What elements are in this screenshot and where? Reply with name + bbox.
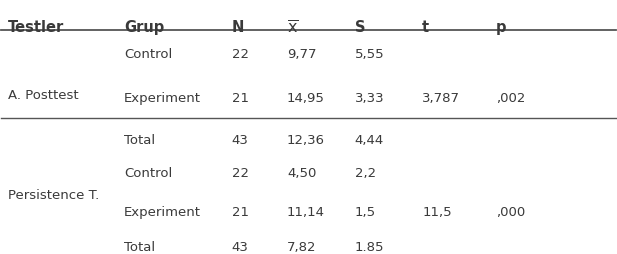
Text: ,000: ,000 bbox=[496, 205, 525, 218]
Text: 3,33: 3,33 bbox=[355, 92, 384, 105]
Text: Total: Total bbox=[124, 134, 155, 147]
Text: 22: 22 bbox=[232, 48, 249, 61]
Text: Control: Control bbox=[124, 48, 173, 61]
Text: 1.85: 1.85 bbox=[355, 241, 384, 253]
Text: Experiment: Experiment bbox=[124, 92, 201, 105]
Text: Persistence T.: Persistence T. bbox=[7, 188, 99, 201]
Text: 21: 21 bbox=[232, 205, 249, 218]
Text: 12,36: 12,36 bbox=[287, 134, 325, 147]
Text: 1,5: 1,5 bbox=[355, 205, 376, 218]
Text: 4,50: 4,50 bbox=[287, 167, 317, 180]
Text: 5,55: 5,55 bbox=[355, 48, 384, 61]
Text: 9,77: 9,77 bbox=[287, 48, 317, 61]
Text: N: N bbox=[232, 20, 244, 35]
Text: 3,787: 3,787 bbox=[422, 92, 460, 105]
Text: 21: 21 bbox=[232, 92, 249, 105]
Text: 11,14: 11,14 bbox=[287, 205, 325, 218]
Text: ,002: ,002 bbox=[496, 92, 525, 105]
Text: 2,2: 2,2 bbox=[355, 167, 376, 180]
Text: Total: Total bbox=[124, 241, 155, 253]
Text: Control: Control bbox=[124, 167, 173, 180]
Text: S: S bbox=[355, 20, 365, 35]
Text: A. Posttest: A. Posttest bbox=[7, 89, 78, 102]
Text: t: t bbox=[422, 20, 429, 35]
Text: 7,82: 7,82 bbox=[287, 241, 317, 253]
Text: 43: 43 bbox=[232, 134, 249, 147]
Text: Experiment: Experiment bbox=[124, 205, 201, 218]
Text: 11,5: 11,5 bbox=[422, 205, 452, 218]
Text: 43: 43 bbox=[232, 241, 249, 253]
Text: 14,95: 14,95 bbox=[287, 92, 325, 105]
Text: p: p bbox=[496, 20, 507, 35]
Text: 22: 22 bbox=[232, 167, 249, 180]
Text: 4,44: 4,44 bbox=[355, 134, 384, 147]
Text: Grup: Grup bbox=[124, 20, 165, 35]
Text: $\overline{\mathrm{x}}$: $\overline{\mathrm{x}}$ bbox=[287, 20, 299, 37]
Text: Testler: Testler bbox=[7, 20, 64, 35]
